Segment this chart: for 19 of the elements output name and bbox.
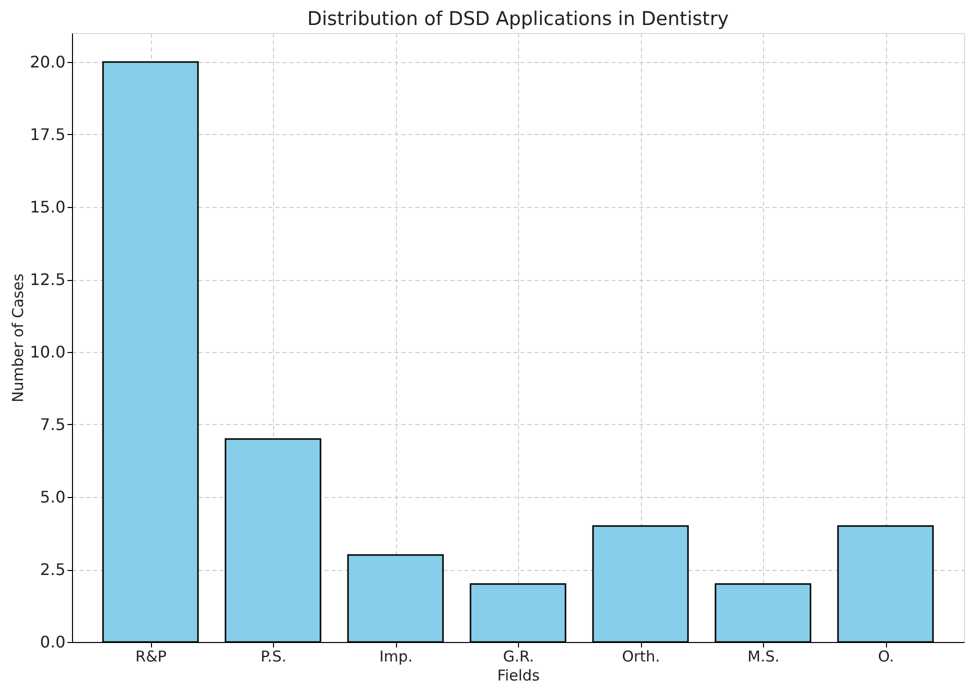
x-tick-label: P.S.	[260, 648, 286, 666]
x-tick-label: Imp.	[379, 648, 413, 666]
y-tick-label: 15.0	[30, 198, 66, 216]
x-tick-label: R&P	[135, 648, 167, 666]
y-tick-label: 7.5	[40, 415, 66, 434]
y-tick-label: 2.5	[40, 560, 66, 579]
y-axis-title: Number of Cases	[8, 273, 27, 402]
x-axis-title: Fields	[497, 666, 540, 684]
y-tick-label: 10.0	[30, 342, 66, 362]
chart-title: Distribution of DSD Applications in Dentistry	[307, 8, 729, 30]
x-tick-label: M.S.	[748, 648, 780, 666]
y-tick-label: 0.0	[40, 632, 66, 652]
y-tick-label: 12.5	[30, 270, 66, 289]
y-tick-label: 5.0	[40, 488, 66, 506]
x-tick-label: O.	[878, 648, 894, 666]
y-tick-label: 17.5	[30, 125, 66, 144]
x-tick-label: Orth.	[622, 648, 660, 666]
x-tick-label: G.R.	[502, 648, 534, 666]
y-tick-label: 20.0	[30, 52, 66, 72]
